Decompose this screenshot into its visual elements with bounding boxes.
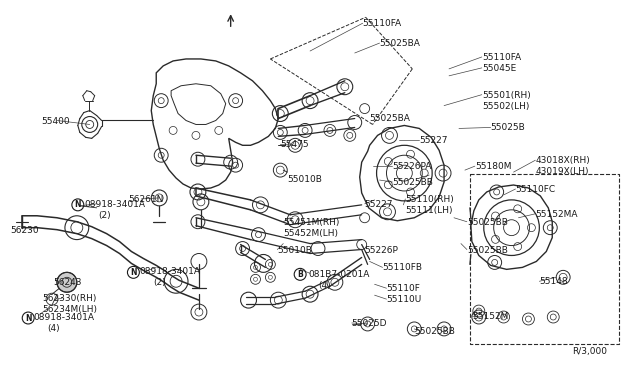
Text: 56230: 56230 — [10, 226, 39, 235]
Text: 562330(RH): 562330(RH) — [42, 294, 97, 303]
Text: 55501(RH): 55501(RH) — [482, 91, 531, 100]
Circle shape — [57, 272, 77, 292]
Text: (2): (2) — [153, 278, 166, 287]
Text: 55110(RH): 55110(RH) — [405, 195, 454, 204]
Text: 55452M(LH): 55452M(LH) — [284, 229, 339, 238]
Text: 56261N: 56261N — [129, 195, 164, 204]
Text: N: N — [130, 268, 137, 277]
Text: (4): (4) — [47, 324, 60, 333]
Text: N: N — [75, 201, 81, 209]
Text: 55025BB: 55025BB — [392, 178, 433, 187]
Text: (2): (2) — [99, 211, 111, 220]
Text: 55110U: 55110U — [387, 295, 422, 304]
Text: 55227: 55227 — [419, 137, 448, 145]
Text: 55400: 55400 — [41, 116, 70, 125]
Text: 55227: 55227 — [365, 200, 393, 209]
Text: 55110F: 55110F — [387, 284, 420, 293]
Text: 55025BB: 55025BB — [467, 246, 508, 254]
Text: 55110FB: 55110FB — [383, 263, 422, 272]
Text: 08918-3401A: 08918-3401A — [140, 267, 200, 276]
Text: B: B — [297, 270, 303, 279]
Text: (4): (4) — [318, 281, 331, 290]
Text: 55110FC: 55110FC — [516, 185, 556, 194]
Text: 55010B: 55010B — [277, 246, 312, 254]
Text: 55025BA: 55025BA — [370, 113, 410, 122]
Text: 55152MA: 55152MA — [536, 210, 578, 219]
Text: 55025D: 55025D — [352, 319, 387, 328]
Text: 55152M: 55152M — [472, 312, 508, 321]
Text: 55025BB: 55025BB — [414, 327, 455, 336]
Text: 55475: 55475 — [280, 140, 309, 149]
Text: 55451M(RH): 55451M(RH) — [284, 218, 340, 227]
Text: 55045E: 55045E — [482, 64, 516, 73]
Text: 55025B: 55025B — [491, 124, 525, 132]
Text: 55025BB: 55025BB — [467, 218, 508, 227]
Text: 55180M: 55180M — [475, 162, 511, 171]
Text: 081B7-0201A: 081B7-0201A — [308, 270, 369, 279]
Text: 55025BA: 55025BA — [380, 39, 420, 48]
Text: 55110FA: 55110FA — [363, 19, 402, 28]
Text: 55226P: 55226P — [365, 246, 399, 254]
Text: 55111(LH): 55111(LH) — [405, 206, 453, 215]
Text: 43018X(RH): 43018X(RH) — [536, 156, 590, 165]
Text: 08918-3401A: 08918-3401A — [84, 200, 146, 209]
Text: 55010B: 55010B — [287, 175, 322, 184]
Text: N: N — [25, 314, 31, 323]
Text: 56243: 56243 — [53, 278, 81, 287]
Text: 55502(LH): 55502(LH) — [482, 102, 529, 110]
Text: 08918-3401A: 08918-3401A — [33, 313, 94, 322]
Text: 43019X(LH): 43019X(LH) — [536, 167, 589, 176]
Text: 55110FA: 55110FA — [482, 53, 521, 62]
Text: 56234M(LH): 56234M(LH) — [42, 305, 97, 314]
Text: 55148: 55148 — [540, 277, 568, 286]
Text: R/3,000: R/3,000 — [572, 347, 607, 356]
Text: 55226PA: 55226PA — [392, 162, 432, 171]
